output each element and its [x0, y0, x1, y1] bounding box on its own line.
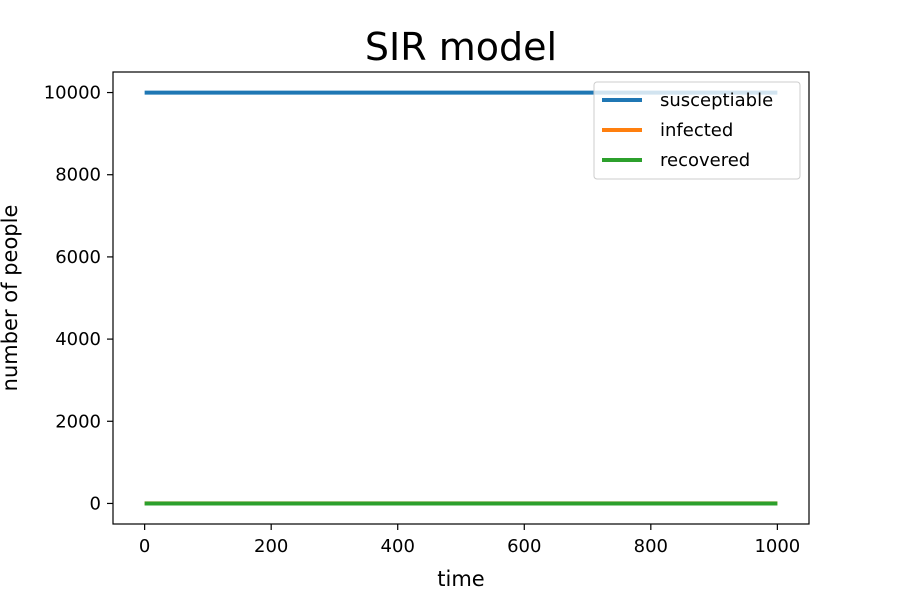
x-tick-label: 200 — [254, 536, 288, 557]
legend-box — [593, 81, 801, 180]
x-tick-label: 0 — [139, 536, 150, 557]
x-tick-label: 400 — [381, 536, 415, 557]
legend-label-infected: infected — [660, 120, 733, 141]
y-tick-label: 0 — [90, 493, 101, 514]
y-tick-label: 10000 — [44, 83, 101, 104]
plot-frame — [112, 71, 810, 525]
x-tick-label: 600 — [507, 536, 541, 557]
y-tick-label: 6000 — [55, 247, 101, 268]
legend: susceptiable infected recovered — [593, 81, 801, 180]
chart-title: SIR model — [365, 25, 557, 69]
legend-label-recovered: recovered — [660, 150, 750, 171]
y-axis-label: number of people — [0, 205, 22, 392]
legend-label-susceptiable: susceptiable — [660, 90, 773, 111]
y-tick-label: 4000 — [55, 329, 101, 350]
y-axis: 0 2000 4000 6000 8000 10000 — [44, 83, 113, 514]
x-axis: 0 200 400 600 800 1000 — [139, 524, 800, 557]
x-tick-label: 1000 — [754, 536, 800, 557]
y-tick-label: 8000 — [55, 165, 101, 186]
x-axis-label: time — [437, 567, 484, 591]
y-tick-label: 2000 — [55, 411, 101, 432]
x-tick-label: 800 — [634, 536, 668, 557]
